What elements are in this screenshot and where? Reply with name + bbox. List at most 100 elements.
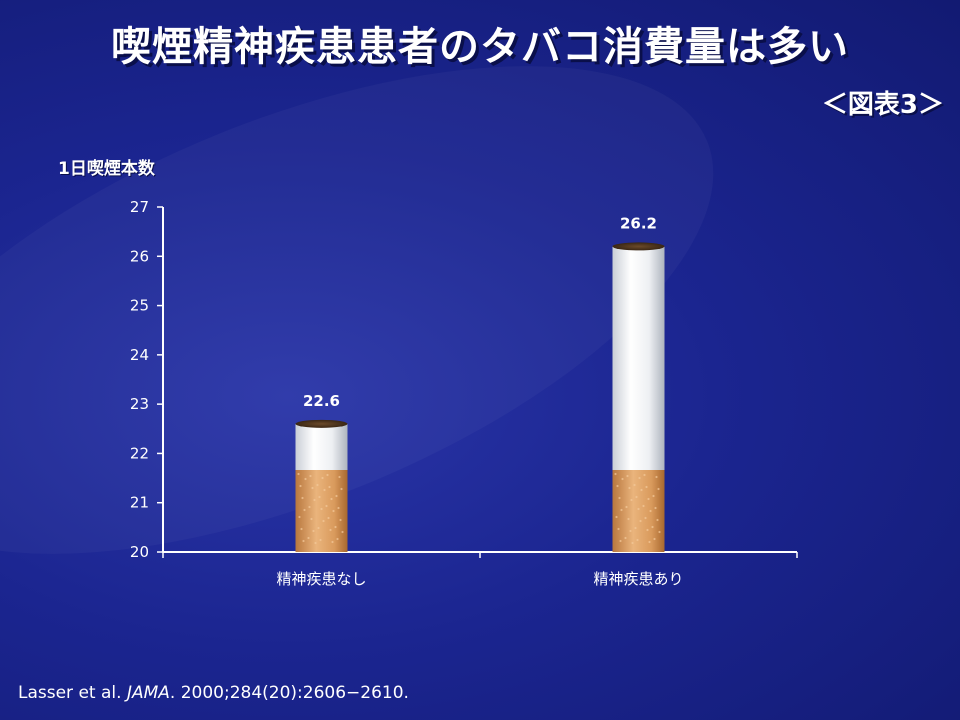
filter-speckle — [647, 497, 650, 501]
filter-speckle — [300, 527, 303, 531]
filter-speckle — [341, 530, 344, 534]
filter-speckle — [626, 474, 629, 478]
chart-bars — [295, 242, 665, 552]
filter-speckle — [328, 485, 331, 489]
filter-speckle — [301, 496, 304, 500]
filter-speckle — [338, 475, 341, 479]
filter-speckle — [638, 476, 641, 480]
cigarette-tip — [612, 242, 665, 251]
x-category-label: 精神疾患あり — [593, 570, 683, 588]
filter-speckle — [640, 488, 643, 492]
filter-speckle — [618, 496, 621, 500]
filter-speckle — [656, 518, 659, 522]
filter-speckle — [617, 527, 620, 531]
citation-journal: JAMA — [126, 683, 170, 703]
filter-speckle — [334, 525, 337, 529]
filter-speckle — [308, 505, 311, 509]
filter-speckle — [318, 495, 321, 499]
filter-speckle — [644, 516, 647, 520]
y-tick-label: 20 — [130, 543, 149, 561]
filter-speckle — [339, 518, 342, 522]
filter-speckle — [325, 504, 328, 508]
filter-speckle — [299, 484, 302, 488]
y-tick-label: 22 — [130, 444, 149, 462]
filter-speckle — [636, 538, 639, 542]
filter-speckle — [643, 473, 646, 477]
y-axis-label: 1日喫煙本数 — [58, 159, 155, 179]
filter-speckle — [657, 487, 660, 491]
filter-speckle — [319, 538, 322, 542]
filter-speckle — [633, 483, 636, 487]
filter-speckle — [646, 528, 649, 532]
filter-speckle — [316, 483, 319, 487]
filter-speckle — [309, 474, 312, 478]
filter-speckle — [314, 541, 317, 545]
filter-speckle — [322, 519, 325, 523]
filter-speckle — [653, 537, 656, 541]
chart-axes: 20 21 22 23 24 25 26 27 — [130, 198, 798, 561]
filter-speckle — [614, 472, 617, 476]
filter-speckle — [327, 516, 330, 520]
filter-speckle — [651, 525, 654, 529]
filter-speckle — [625, 505, 628, 509]
filter-speckle — [652, 494, 655, 498]
filter-speckle — [329, 528, 332, 532]
y-tick-label: 24 — [130, 346, 149, 364]
filter-speckle — [335, 494, 338, 498]
filter-speckle — [619, 539, 622, 543]
slide-title: 喫煙精神疾患患者のタバコ消費量は多い — [111, 24, 849, 70]
filter-speckle — [637, 507, 640, 511]
y-tick-label: 25 — [130, 297, 149, 315]
filter-speckle — [321, 476, 324, 480]
filter-speckle — [635, 495, 638, 499]
citation-rest: . 2000;284(20):2606−2610. — [169, 683, 409, 703]
filter-speckle — [628, 486, 631, 490]
filter-speckle — [648, 540, 651, 544]
filter-speckle — [302, 539, 305, 543]
filter-speckle — [631, 541, 634, 545]
y-tick-label: 23 — [130, 395, 149, 413]
filter-speckle — [615, 515, 618, 519]
filter-speckle — [627, 517, 630, 521]
citation-authors: Lasser et al. — [18, 683, 127, 703]
filter-speckle — [621, 477, 624, 481]
data-label: 26.2 — [620, 214, 657, 232]
chart-labels: 22.6 精神疾患なし 26.2 精神疾患あり — [276, 214, 683, 588]
cigarette-bar — [612, 242, 665, 552]
filter-speckle — [310, 517, 313, 521]
filter-speckle — [303, 508, 306, 512]
filter-speckle — [616, 484, 619, 488]
filter-speckle — [330, 497, 333, 501]
filter-speckle — [649, 509, 652, 513]
filter-speckle — [620, 508, 623, 512]
filter-speckle — [317, 526, 320, 530]
filter-speckle — [655, 475, 658, 479]
filter-speckle — [312, 529, 315, 533]
filter-speckle — [624, 536, 627, 540]
filter-speckle — [337, 506, 340, 510]
filter-speckle — [654, 506, 657, 510]
filter-speckle — [320, 507, 323, 511]
filter-speckle — [634, 526, 637, 530]
filter-speckle — [642, 504, 645, 508]
filter-speckle — [658, 530, 661, 534]
data-label: 22.6 — [303, 392, 340, 410]
filter-speckle — [304, 477, 307, 481]
x-category-label: 精神疾患なし — [276, 570, 366, 588]
filter-speckle — [629, 529, 632, 533]
filter-speckle — [340, 487, 343, 491]
filter-speckle — [297, 472, 300, 476]
filter-speckle — [331, 540, 334, 544]
filter-speckle — [307, 536, 310, 540]
filter-speckle — [332, 509, 335, 513]
filter-speckle — [630, 498, 633, 502]
filter-speckle — [645, 485, 648, 489]
filter-speckle — [323, 488, 326, 492]
y-tick-label: 26 — [130, 247, 149, 265]
figure-label: ＜図表3＞ — [821, 90, 944, 120]
cigarette-tip — [295, 419, 348, 428]
filter-speckle — [313, 498, 316, 502]
cigarette-bar — [295, 419, 348, 552]
y-tick-label: 27 — [130, 198, 149, 216]
